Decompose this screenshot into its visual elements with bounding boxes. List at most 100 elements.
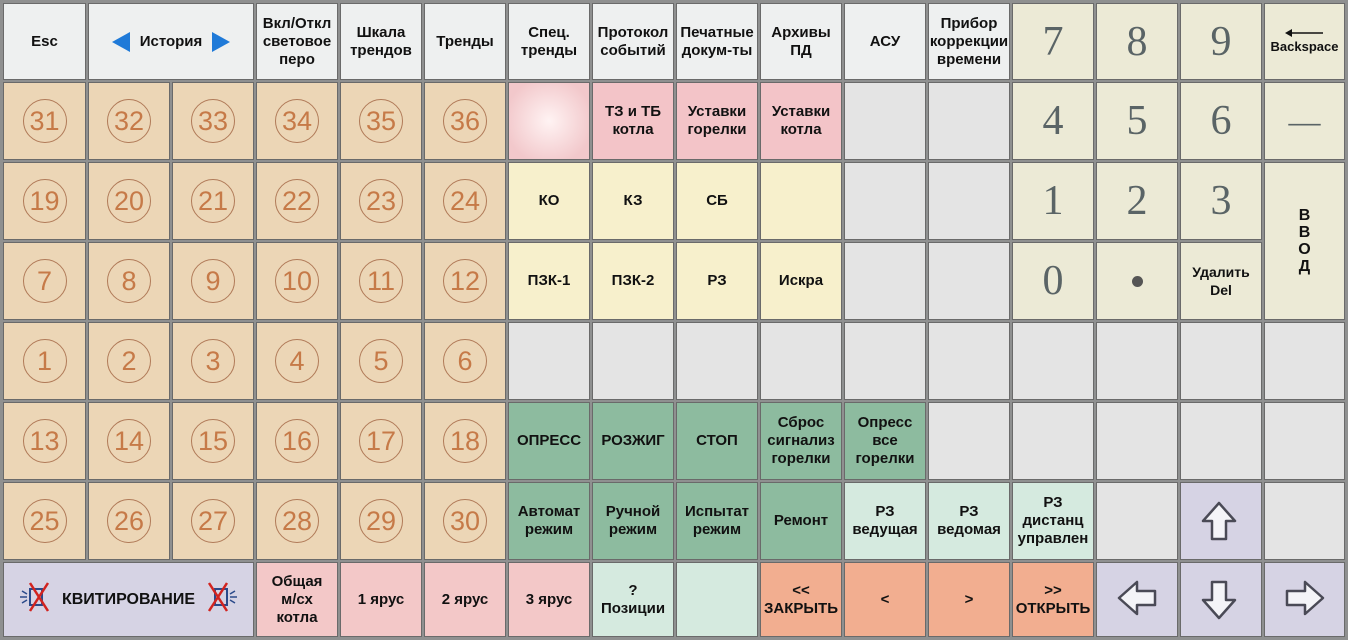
arrow-up-button[interactable]	[1180, 482, 1262, 560]
enter-button[interactable]: В В О Д	[1264, 162, 1345, 320]
pen-toggle-button[interactable]: Вкл/Откл световое перо	[256, 3, 338, 80]
channel-key[interactable]: 30	[424, 482, 506, 560]
channel-key[interactable]: 15	[172, 402, 254, 480]
tier2-button[interactable]: 2 ярус	[424, 562, 506, 637]
empty-key[interactable]	[1096, 402, 1178, 480]
empty-key[interactable]	[1180, 322, 1262, 400]
channel-key[interactable]: 35	[340, 82, 422, 160]
arrow-right-button[interactable]	[1264, 562, 1345, 637]
channel-key[interactable]: 18	[424, 402, 506, 480]
time-correction-button[interactable]: Прибор коррекции времени	[928, 3, 1010, 80]
empty-key[interactable]	[1096, 482, 1178, 560]
repair-button[interactable]: Ремонт	[760, 482, 842, 560]
key-9[interactable]: 9	[1180, 3, 1262, 80]
channel-key[interactable]: 23	[340, 162, 422, 240]
channel-key[interactable]: 28	[256, 482, 338, 560]
manual-mode-button[interactable]: Ручной режим	[592, 482, 674, 560]
key-6[interactable]: 6	[1180, 82, 1262, 160]
pzk1-button[interactable]: ПЗК-1	[508, 242, 590, 320]
event-log-button[interactable]: Протокол событий	[592, 3, 674, 80]
rz-slave-button[interactable]: РЗ ведомая	[928, 482, 1010, 560]
stop-button[interactable]: СТОП	[676, 402, 758, 480]
kz-button[interactable]: КЗ	[592, 162, 674, 240]
empty-key[interactable]	[1264, 322, 1345, 400]
ko-button[interactable]: КО	[508, 162, 590, 240]
channel-key[interactable]: 1	[3, 322, 86, 400]
common-scheme-button[interactable]: Общая м/сх котла	[256, 562, 338, 637]
archives-button[interactable]: Архивы ПД	[760, 3, 842, 80]
channel-key[interactable]: 36	[424, 82, 506, 160]
asu-button[interactable]: АСУ	[844, 3, 926, 80]
empty-key[interactable]	[676, 562, 758, 637]
channel-key[interactable]: 9	[172, 242, 254, 320]
opress-all-burners-button[interactable]: Опресс все горелки	[844, 402, 926, 480]
backspace-button[interactable]: Backspace	[1264, 3, 1345, 80]
close-all-button[interactable]: << ЗАКРЫТЬ	[760, 562, 842, 637]
empty-key[interactable]	[928, 82, 1010, 160]
channel-key[interactable]: 8	[88, 242, 170, 320]
channel-key[interactable]: 22	[256, 162, 338, 240]
reset-burner-alarm-button[interactable]: Сброс сигнализ горелки	[760, 402, 842, 480]
delete-button[interactable]: Удалить Del	[1180, 242, 1262, 320]
channel-key[interactable]: 20	[88, 162, 170, 240]
empty-key[interactable]	[508, 322, 590, 400]
channel-key[interactable]: 34	[256, 82, 338, 160]
channel-key[interactable]: 6	[424, 322, 506, 400]
trends-button[interactable]: Тренды	[424, 3, 506, 80]
empty-key[interactable]	[1012, 402, 1094, 480]
channel-key[interactable]: 4	[256, 322, 338, 400]
key-5[interactable]: 5	[1096, 82, 1178, 160]
minus-key[interactable]: —	[1264, 82, 1345, 160]
boiler-settings-button[interactable]: Уставки котла	[760, 82, 842, 160]
key-4[interactable]: 4	[1012, 82, 1094, 160]
channel-key[interactable]: 33	[172, 82, 254, 160]
channel-key[interactable]: 27	[172, 482, 254, 560]
channel-key[interactable]: 29	[340, 482, 422, 560]
channel-key[interactable]: 32	[88, 82, 170, 160]
channel-key[interactable]: 3	[172, 322, 254, 400]
history-button[interactable]: История	[88, 3, 254, 80]
empty-key[interactable]	[676, 322, 758, 400]
empty-key[interactable]	[928, 402, 1010, 480]
rozzhig-button[interactable]: РОЗЖИГ	[592, 402, 674, 480]
channel-key[interactable]: 16	[256, 402, 338, 480]
key-8[interactable]: 8	[1096, 3, 1178, 80]
auto-mode-button[interactable]: Автомат режим	[508, 482, 590, 560]
trend-scale-button[interactable]: Шкала трендов	[340, 3, 422, 80]
arrow-down-button[interactable]	[1180, 562, 1262, 637]
channel-key[interactable]: 26	[88, 482, 170, 560]
tier3-button[interactable]: 3 ярус	[508, 562, 590, 637]
decimal-point-key[interactable]	[1096, 242, 1178, 320]
tz-tb-button[interactable]: ТЗ и ТБ котла	[592, 82, 674, 160]
print-docs-button[interactable]: Печатные докум-ты	[676, 3, 758, 80]
key-0[interactable]: 0	[1012, 242, 1094, 320]
key-2[interactable]: 2	[1096, 162, 1178, 240]
channel-key[interactable]: 14	[88, 402, 170, 480]
channel-key[interactable]: 19	[3, 162, 86, 240]
key-7[interactable]: 7	[1012, 3, 1094, 80]
channel-key[interactable]: 12	[424, 242, 506, 320]
esc-button[interactable]: Esc	[3, 3, 86, 80]
channel-key[interactable]: 10	[256, 242, 338, 320]
empty-key[interactable]	[508, 82, 590, 160]
channel-key[interactable]: 24	[424, 162, 506, 240]
channel-key[interactable]: 25	[3, 482, 86, 560]
empty-key[interactable]	[760, 162, 842, 240]
test-mode-button[interactable]: Испытат режим	[676, 482, 758, 560]
spec-trends-button[interactable]: Спец. тренды	[508, 3, 590, 80]
opress-button[interactable]: ОПРЕСС	[508, 402, 590, 480]
empty-key[interactable]	[844, 162, 926, 240]
rz-remote-button[interactable]: РЗ дистанц управлен	[1012, 482, 1094, 560]
empty-key[interactable]	[1012, 322, 1094, 400]
channel-key[interactable]: 17	[340, 402, 422, 480]
rz-master-button[interactable]: РЗ ведущая	[844, 482, 926, 560]
key-1[interactable]: 1	[1012, 162, 1094, 240]
arrow-left-button[interactable]	[1096, 562, 1178, 637]
open-all-button[interactable]: >> ОТКРЫТЬ	[1012, 562, 1094, 637]
less-button[interactable]: <	[844, 562, 926, 637]
channel-key[interactable]: 7	[3, 242, 86, 320]
sb-button[interactable]: СБ	[676, 162, 758, 240]
iskra-button[interactable]: Искра	[760, 242, 842, 320]
empty-key[interactable]	[928, 322, 1010, 400]
channel-key[interactable]: 13	[3, 402, 86, 480]
